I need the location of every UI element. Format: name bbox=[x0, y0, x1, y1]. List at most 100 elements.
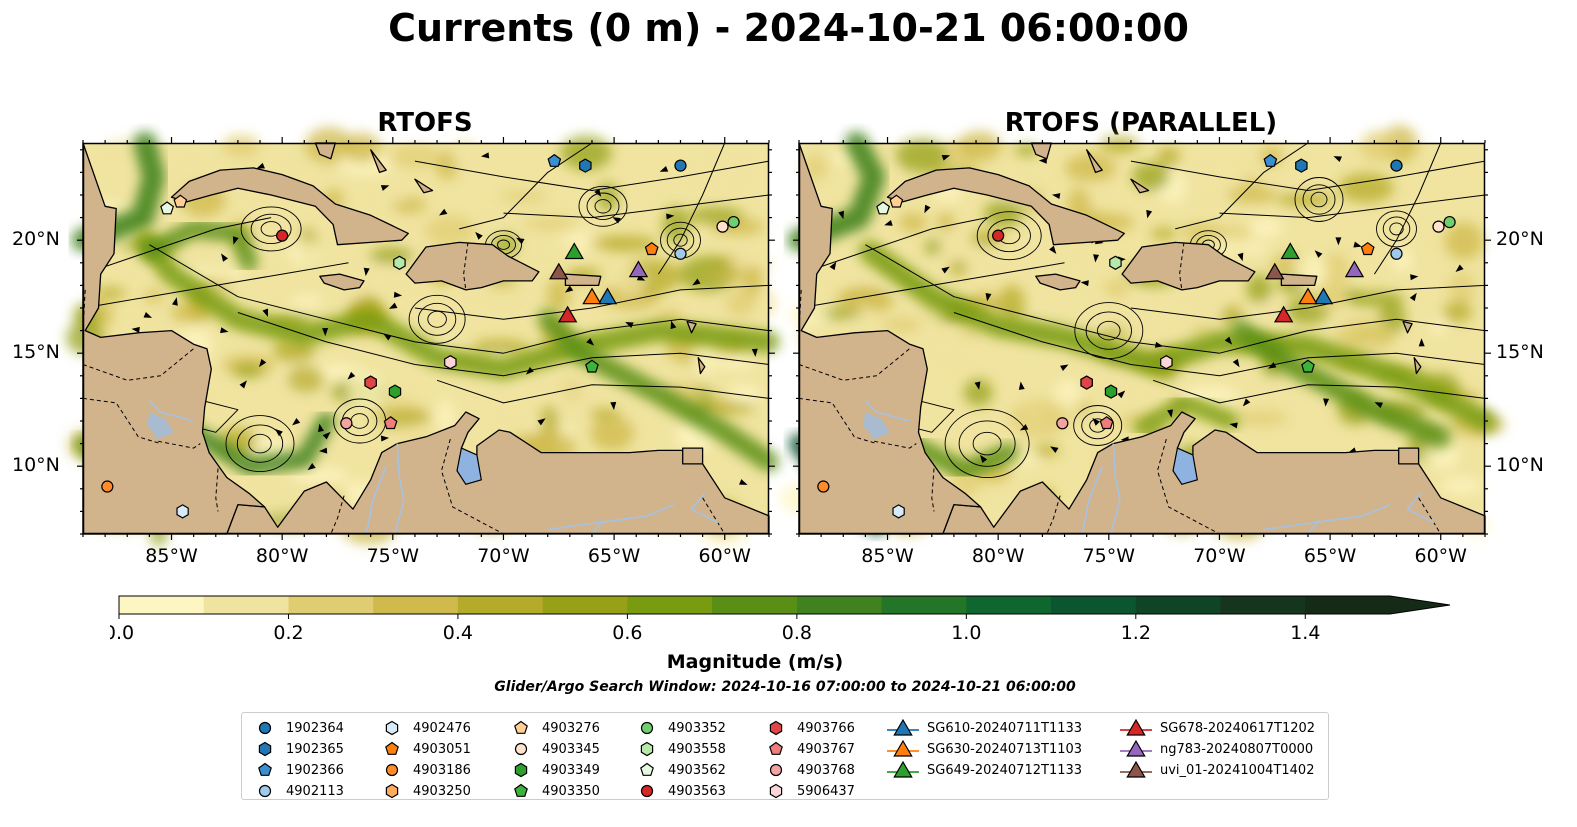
eddy-streamline bbox=[236, 424, 284, 463]
land-bahamas3 bbox=[414, 178, 434, 194]
legend-item: 4903562 bbox=[640, 761, 726, 779]
legend-label: SG610-20240711T1133 bbox=[927, 720, 1083, 736]
search-window-note: Glider/Argo Search Window: 2024-10-16 07… bbox=[494, 679, 1076, 695]
obs-1902365 bbox=[579, 158, 592, 173]
border-line bbox=[798, 348, 910, 381]
colorbar-tick-label: 0.4 bbox=[443, 622, 473, 644]
streamline bbox=[237, 312, 770, 377]
legend-marker bbox=[640, 762, 654, 776]
legend-marker-circle-icon bbox=[769, 763, 783, 777]
flow-arrowhead bbox=[1242, 398, 1251, 407]
flow-arrowhead bbox=[143, 311, 153, 318]
flow-arrowhead bbox=[941, 266, 950, 274]
legend-marker-hexagon-icon bbox=[258, 741, 272, 757]
legend-marker bbox=[1126, 740, 1146, 757]
flow-arrowhead bbox=[1018, 381, 1025, 390]
colorbar-segment bbox=[542, 596, 628, 614]
legend: 1902364 1902365 1902366 4902113 4902476 49030… bbox=[241, 712, 1329, 800]
flow-arrowhead bbox=[131, 326, 140, 333]
flow-arrowhead bbox=[480, 152, 490, 159]
obs-4903350 bbox=[585, 359, 599, 373]
streamline bbox=[953, 312, 1486, 377]
legend-item: 4903352 bbox=[640, 719, 726, 737]
streamline bbox=[1130, 284, 1486, 320]
obs-4903352 bbox=[1443, 215, 1456, 229]
flow-arrowhead bbox=[1167, 409, 1174, 418]
legend-marker bbox=[640, 741, 654, 757]
flow-arrowhead bbox=[1038, 157, 1047, 164]
obs-1902364 bbox=[674, 159, 687, 172]
legend-marker bbox=[640, 721, 654, 735]
obs-SG610-20240711T1133 bbox=[597, 287, 618, 305]
border-line bbox=[1418, 497, 1442, 535]
flow-arrowhead bbox=[318, 423, 324, 432]
legend-marker-circle-icon bbox=[258, 784, 272, 798]
flow-arrowhead bbox=[829, 261, 837, 271]
land-centralAm bbox=[82, 142, 266, 535]
legend-label: 4903562 bbox=[668, 762, 726, 778]
border-line bbox=[798, 397, 877, 445]
lon-tick-label: 75°W bbox=[366, 545, 420, 567]
eddy-streamline bbox=[1081, 411, 1115, 440]
legend-marker-pentagon-icon bbox=[514, 720, 528, 734]
legend-marker bbox=[514, 783, 528, 797]
river bbox=[864, 400, 910, 422]
river bbox=[547, 503, 675, 531]
lon-tick-label: 80°W bbox=[255, 545, 309, 567]
eddy-streamline bbox=[417, 302, 457, 336]
flow-arrowhead bbox=[319, 447, 328, 454]
eddy-streamline bbox=[240, 206, 302, 252]
flow-arrowhead bbox=[659, 166, 669, 172]
eddy-streamline bbox=[1302, 184, 1336, 215]
legend-marker-triangle-icon bbox=[887, 740, 919, 757]
eddy-streamline bbox=[250, 213, 292, 245]
legend-item: 4903345 bbox=[514, 740, 600, 758]
eddy-streamline bbox=[1382, 216, 1411, 242]
flow-arrowhead bbox=[751, 348, 758, 357]
flow-arrowhead bbox=[239, 380, 247, 389]
legend-label: 5906437 bbox=[797, 783, 855, 799]
eddy-streamline bbox=[958, 420, 1016, 467]
obs-SG678-20240617T1202 bbox=[1273, 305, 1294, 323]
legend-label: 1902366 bbox=[286, 762, 344, 778]
legend-item: SG678-20240617T1202 bbox=[1120, 719, 1315, 737]
eddy-streamline bbox=[1310, 191, 1328, 208]
river bbox=[365, 465, 387, 535]
flow-arrowhead bbox=[220, 327, 229, 334]
flow-arrowhead bbox=[525, 366, 534, 375]
obs-4903276 bbox=[889, 194, 904, 208]
obs-4903349 bbox=[1104, 384, 1118, 399]
lat-tick-label-left: 15°N bbox=[12, 341, 60, 364]
streamline bbox=[503, 194, 770, 219]
flow-arrowhead bbox=[625, 321, 634, 328]
eddy-streamline bbox=[1389, 222, 1404, 236]
flow-arrowhead bbox=[1154, 341, 1164, 348]
lon-tick-label: 65°W bbox=[1303, 545, 1357, 567]
legend-marker bbox=[385, 783, 399, 799]
colorbar-segment bbox=[1220, 596, 1306, 614]
streamline bbox=[1373, 142, 1442, 275]
obs-4903186 bbox=[817, 480, 830, 493]
legend-label: 4903051 bbox=[413, 741, 471, 757]
legend-item: 4903349 bbox=[514, 761, 600, 779]
obs-SG630-20240713T1103 bbox=[1298, 287, 1318, 305]
border-line bbox=[440, 438, 504, 535]
legend-marker bbox=[769, 783, 783, 799]
streamline bbox=[798, 217, 988, 275]
legend-item: 4903558 bbox=[640, 740, 726, 758]
flow-arrowhead bbox=[1093, 254, 1100, 263]
streamline bbox=[459, 142, 593, 230]
flow-arrowhead bbox=[262, 308, 269, 318]
streamline bbox=[865, 244, 1486, 354]
colorbar-tick-label: 0.2 bbox=[273, 622, 303, 644]
obs-4903766 bbox=[1080, 375, 1093, 390]
flow-arrowhead bbox=[979, 454, 988, 463]
legend-marker bbox=[893, 761, 913, 778]
legend-item: 4903766 bbox=[769, 719, 855, 737]
colorbar-segment bbox=[288, 596, 374, 614]
obs-5906437 bbox=[444, 355, 457, 370]
obs-4903350 bbox=[1301, 359, 1315, 373]
legend-label: 4903345 bbox=[542, 741, 600, 757]
flow-arrowhead bbox=[594, 188, 602, 197]
legend-marker-pentagon-icon bbox=[385, 741, 399, 755]
